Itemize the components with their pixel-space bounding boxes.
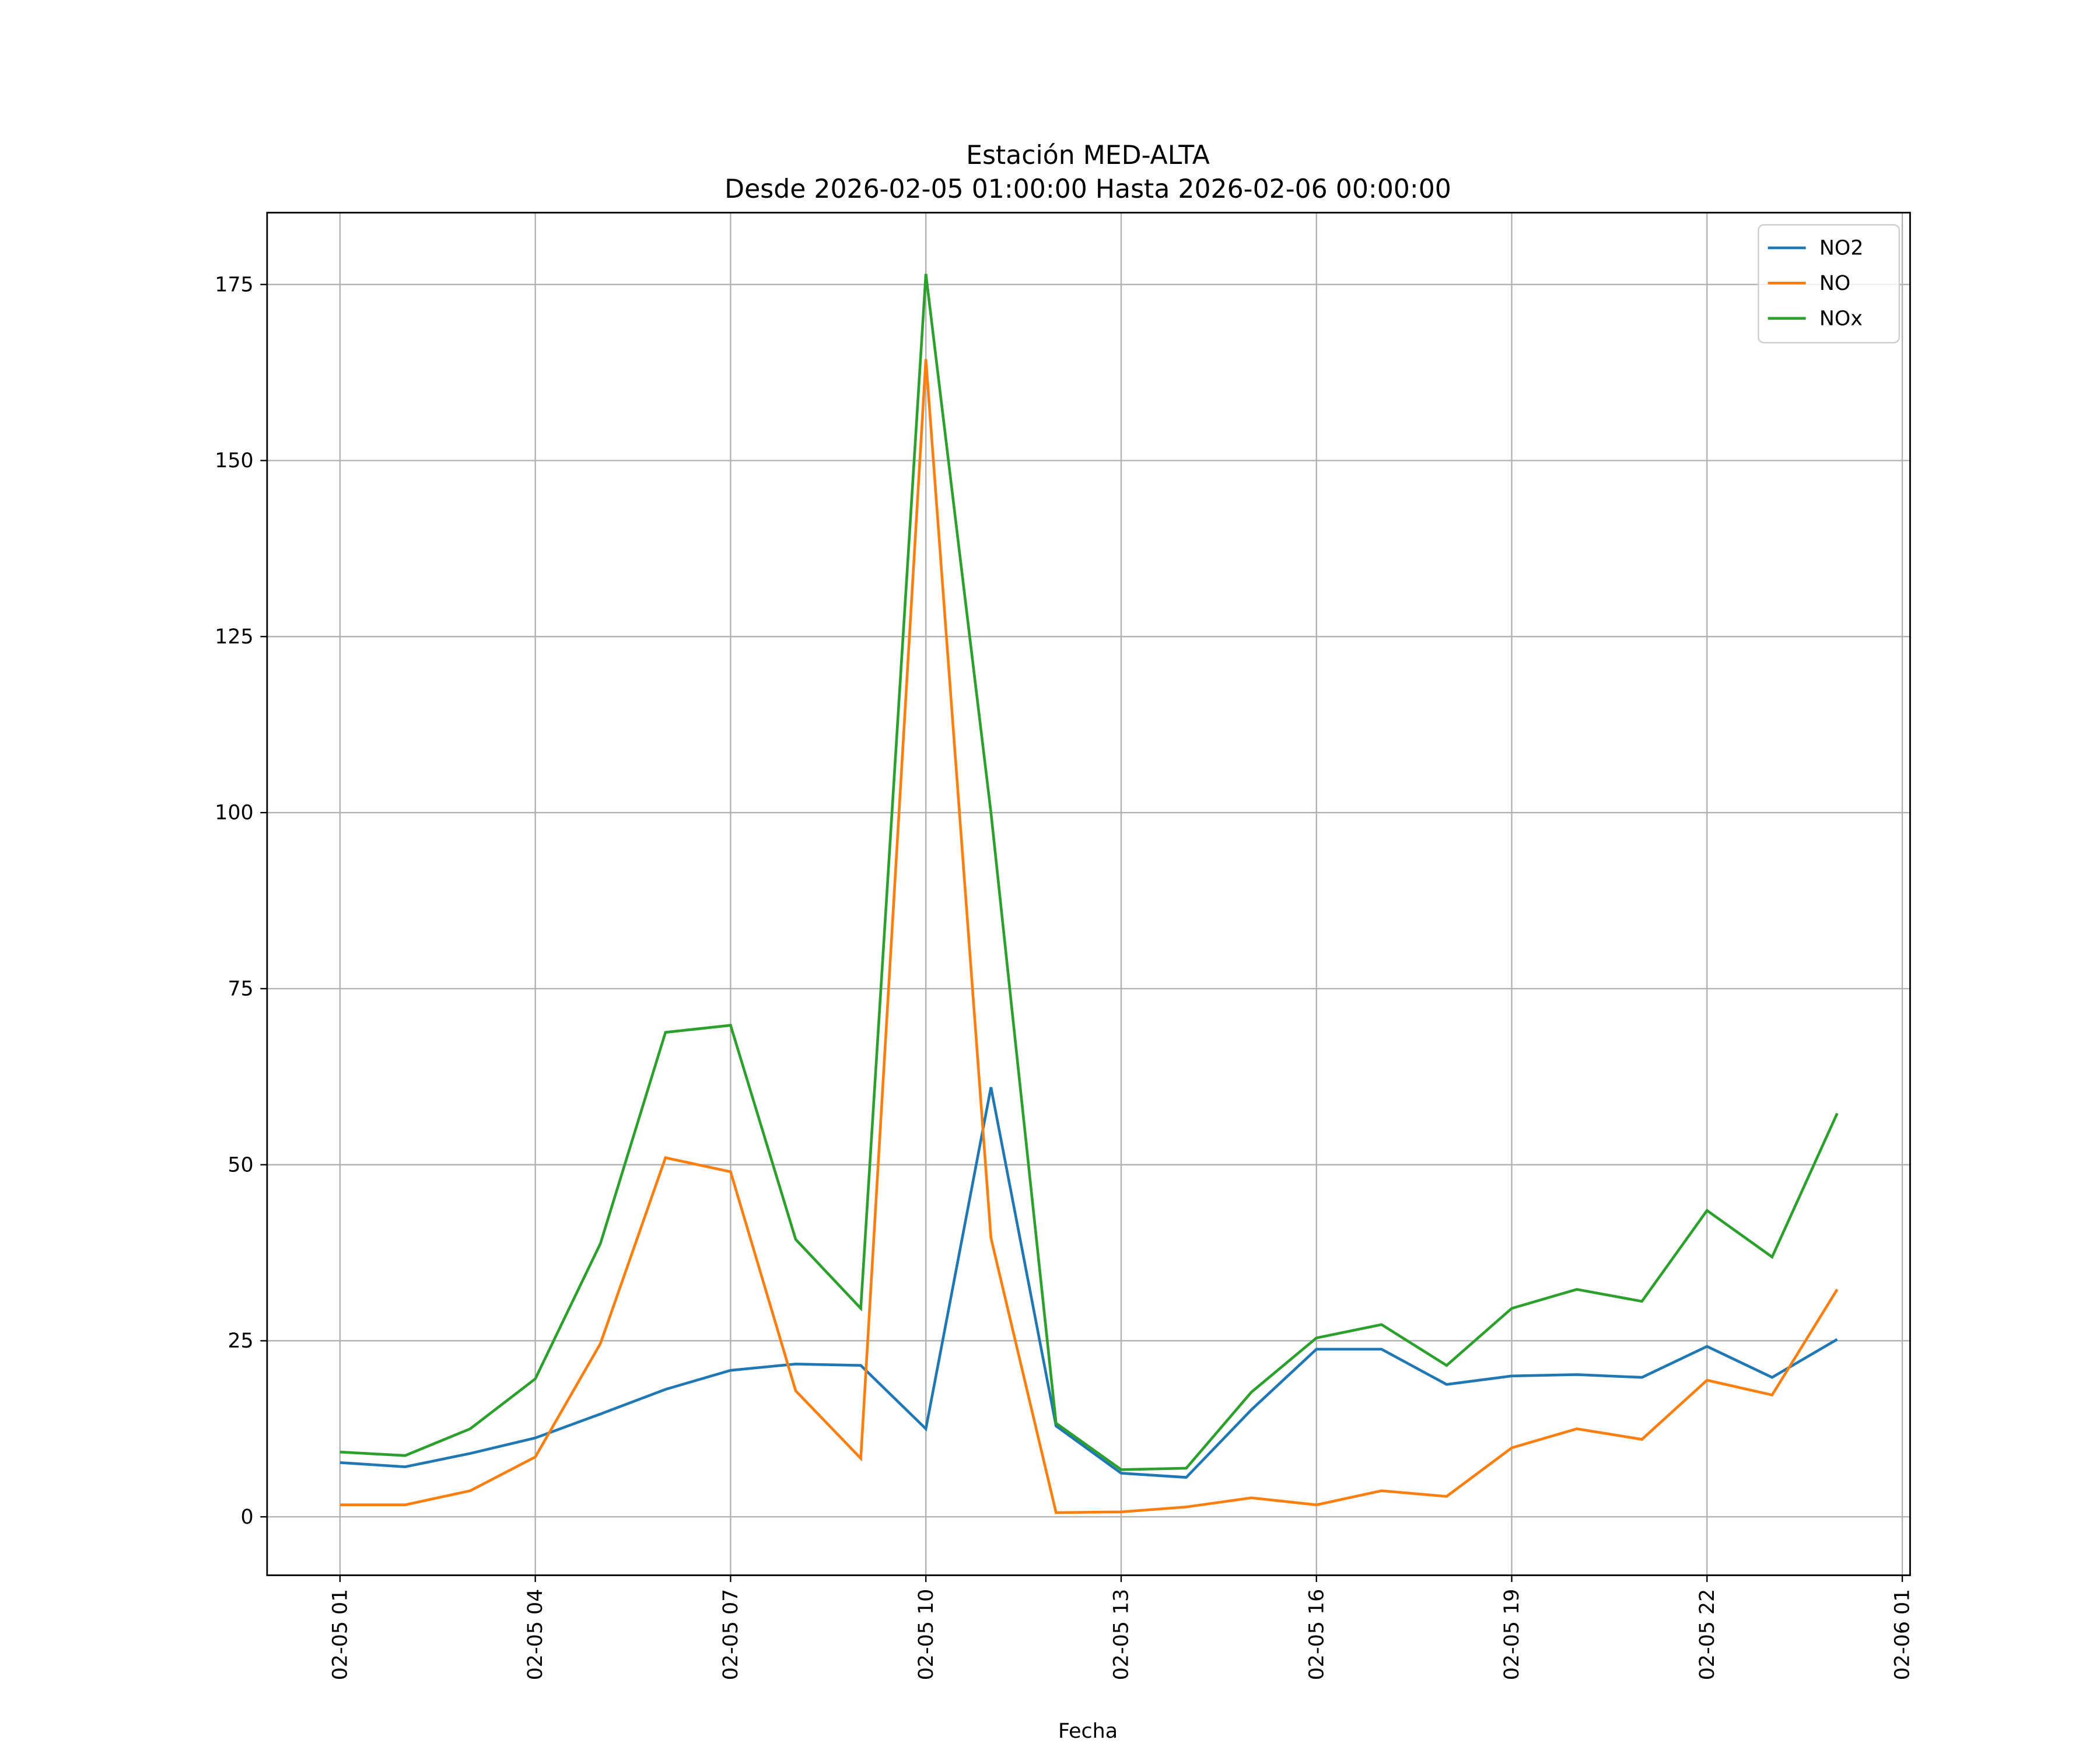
x-tick-label: 02-05 22 <box>1696 1589 1719 1681</box>
x-tick-label: 02-05 04 <box>524 1589 547 1681</box>
series-line-no2 <box>340 1087 1838 1479</box>
y-tick-label: 0 <box>241 1506 254 1529</box>
series-line-no <box>340 359 1839 1514</box>
series-line-nox <box>340 274 1839 1471</box>
legend-box <box>1758 224 1901 344</box>
y-tick-label: 25 <box>228 1329 253 1353</box>
legend-label-nox: NOx <box>1819 307 1863 330</box>
plot-frame <box>266 212 1911 1576</box>
y-tick-label: 175 <box>215 273 253 296</box>
y-tick-label: 150 <box>215 449 253 473</box>
x-tick-label: 02-05 13 <box>1110 1589 1133 1681</box>
x-tick-label: 02-06 01 <box>1891 1589 1915 1681</box>
x-tick-label: 02-05 10 <box>915 1589 938 1681</box>
axis-ticks: 02-05 01 02-05 04 02-05 07 02-05 10 02-05 13… <box>215 273 1914 1680</box>
x-tick-label: 02-05 16 <box>1305 1589 1328 1681</box>
y-tick-label: 100 <box>215 802 253 825</box>
y-tick-label: 75 <box>228 977 253 1000</box>
legend: NO2 NO NOx <box>1758 224 1901 344</box>
y-tick-label: 125 <box>215 625 253 649</box>
x-tick-label: 02-05 01 <box>328 1589 352 1681</box>
x-tick-label: 02-05 07 <box>719 1589 743 1681</box>
grid <box>267 212 1910 1576</box>
chart-subtitle: Desde 2026-02-05 01:00:00 Hasta 2026-02-… <box>724 174 1451 204</box>
series-lines <box>340 274 1839 1514</box>
legend-label-no2: NO2 <box>1819 237 1864 260</box>
x-tick-label: 02-05 19 <box>1500 1589 1524 1681</box>
chart-title: Estación MED-ALTA <box>966 141 1210 170</box>
y-tick-label: 50 <box>228 1153 253 1177</box>
x-axis-label: Fecha <box>1058 1720 1118 1743</box>
legend-label-no: NO <box>1819 272 1850 295</box>
